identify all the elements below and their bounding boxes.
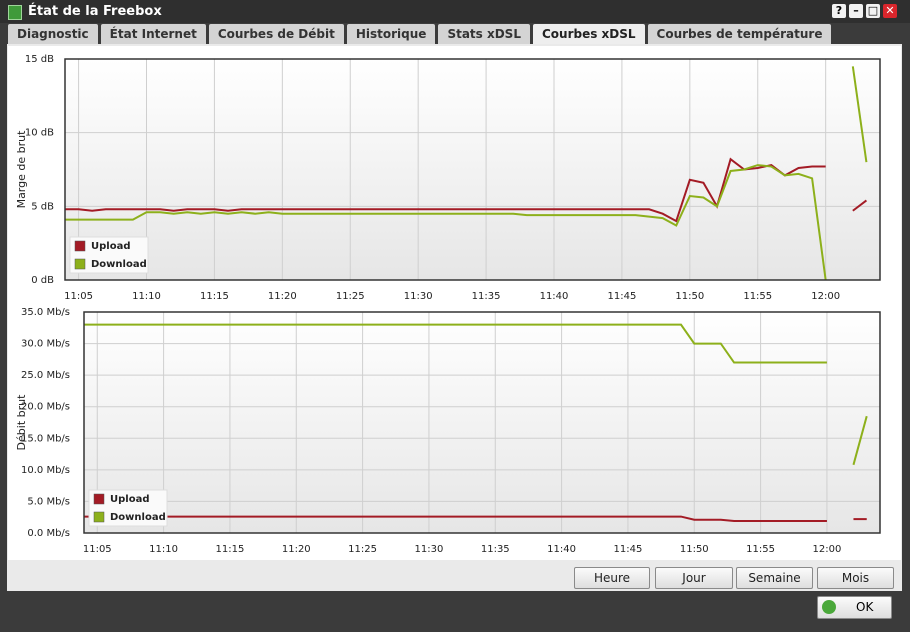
series-line bbox=[852, 415, 868, 466]
tab[interactable]: État Internet bbox=[100, 24, 206, 44]
y-tick-label: 5.0 Mb/s bbox=[27, 496, 70, 507]
x-tick-label: 12:00 bbox=[813, 544, 842, 555]
range-button[interactable]: Semaine bbox=[736, 567, 813, 589]
series-line bbox=[851, 66, 868, 163]
legend-swatch bbox=[74, 240, 86, 252]
title-bar: État de la Freebox ? – □ ✕ bbox=[0, 0, 910, 23]
ok-icon bbox=[822, 600, 836, 614]
plot-border bbox=[83, 311, 881, 534]
legend-label: Download bbox=[110, 512, 166, 523]
y-tick-label: 0 dB bbox=[31, 275, 54, 286]
y-axis-label: Débit brut bbox=[15, 394, 28, 451]
minimize-button[interactable]: – bbox=[849, 4, 863, 18]
y-tick-label: 30.0 Mb/s bbox=[21, 339, 70, 350]
x-tick-label: 11:45 bbox=[608, 291, 637, 302]
range-button[interactable]: Jour bbox=[655, 567, 733, 589]
y-tick-label: 25.0 Mb/s bbox=[21, 370, 70, 381]
y-tick-label: 15 dB bbox=[25, 54, 54, 65]
x-tick-label: 11:55 bbox=[746, 544, 775, 555]
series-line bbox=[65, 164, 827, 281]
x-tick-label: 11:35 bbox=[481, 544, 510, 555]
x-tick-label: 11:40 bbox=[540, 291, 569, 302]
x-tick-label: 11:15 bbox=[216, 544, 245, 555]
x-tick-label: 11:10 bbox=[132, 291, 161, 302]
tab-bar: Diagnostic État Internet Courbes de Débit H… bbox=[8, 24, 832, 44]
tab[interactable]: Courbes de température bbox=[647, 24, 832, 44]
range-button[interactable]: Mois bbox=[817, 567, 894, 589]
x-tick-label: 11:20 bbox=[268, 291, 297, 302]
x-tick-label: 11:25 bbox=[336, 291, 365, 302]
ok-label: OK bbox=[856, 600, 874, 614]
range-button[interactable]: Heure bbox=[574, 567, 650, 589]
plot-area bbox=[84, 312, 880, 533]
y-tick-label: 35.0 Mb/s bbox=[21, 307, 70, 318]
legend-label: Upload bbox=[91, 241, 130, 252]
plot-border bbox=[64, 58, 881, 281]
y-tick-label: 20.0 Mb/s bbox=[21, 402, 70, 413]
x-tick-label: 11:45 bbox=[614, 544, 643, 555]
x-tick-label: 11:35 bbox=[472, 291, 501, 302]
x-tick-label: 11:50 bbox=[680, 544, 709, 555]
help-button[interactable]: ? bbox=[832, 4, 846, 18]
x-tick-label: 11:50 bbox=[675, 291, 704, 302]
ok-button[interactable]: OK bbox=[817, 596, 892, 619]
legend-label: Upload bbox=[110, 494, 149, 505]
series-line bbox=[65, 157, 826, 223]
legend-swatch bbox=[93, 511, 105, 523]
x-tick-label: 11:10 bbox=[149, 544, 178, 555]
series-line bbox=[852, 199, 868, 212]
y-tick-label: 5 dB bbox=[31, 201, 54, 212]
close-button[interactable]: ✕ bbox=[883, 4, 897, 18]
y-tick-label: 10.0 Mb/s bbox=[21, 465, 70, 476]
maximize-button[interactable]: □ bbox=[866, 4, 880, 18]
x-tick-label: 11:30 bbox=[404, 291, 433, 302]
x-tick-label: 12:00 bbox=[811, 291, 840, 302]
tab[interactable]: Courbes de Débit bbox=[208, 24, 344, 44]
x-tick-label: 11:55 bbox=[743, 291, 772, 302]
tab[interactable]: Courbes xDSL bbox=[532, 24, 645, 44]
series-line bbox=[84, 515, 827, 523]
series-line bbox=[84, 323, 827, 364]
tab[interactable]: Historique bbox=[346, 24, 436, 44]
y-axis-label: Marge de brut bbox=[15, 130, 28, 209]
window-title: État de la Freebox bbox=[28, 4, 162, 19]
legend-swatch bbox=[93, 493, 105, 505]
tab[interactable]: Diagnostic bbox=[8, 24, 98, 44]
legend-swatch bbox=[74, 258, 86, 270]
x-tick-label: 11:30 bbox=[415, 544, 444, 555]
x-tick-label: 11:05 bbox=[83, 544, 112, 555]
x-tick-label: 11:15 bbox=[200, 291, 229, 302]
y-tick-label: 10 dB bbox=[25, 128, 54, 139]
x-tick-label: 11:05 bbox=[64, 291, 93, 302]
x-tick-label: 11:25 bbox=[348, 544, 377, 555]
tab[interactable]: Stats xDSL bbox=[438, 24, 530, 44]
app-icon bbox=[8, 5, 22, 20]
legend-label: Download bbox=[91, 259, 147, 270]
x-tick-label: 11:20 bbox=[282, 544, 311, 555]
x-tick-label: 11:40 bbox=[547, 544, 576, 555]
y-tick-label: 0.0 Mb/s bbox=[27, 528, 70, 539]
y-tick-label: 15.0 Mb/s bbox=[21, 433, 70, 444]
